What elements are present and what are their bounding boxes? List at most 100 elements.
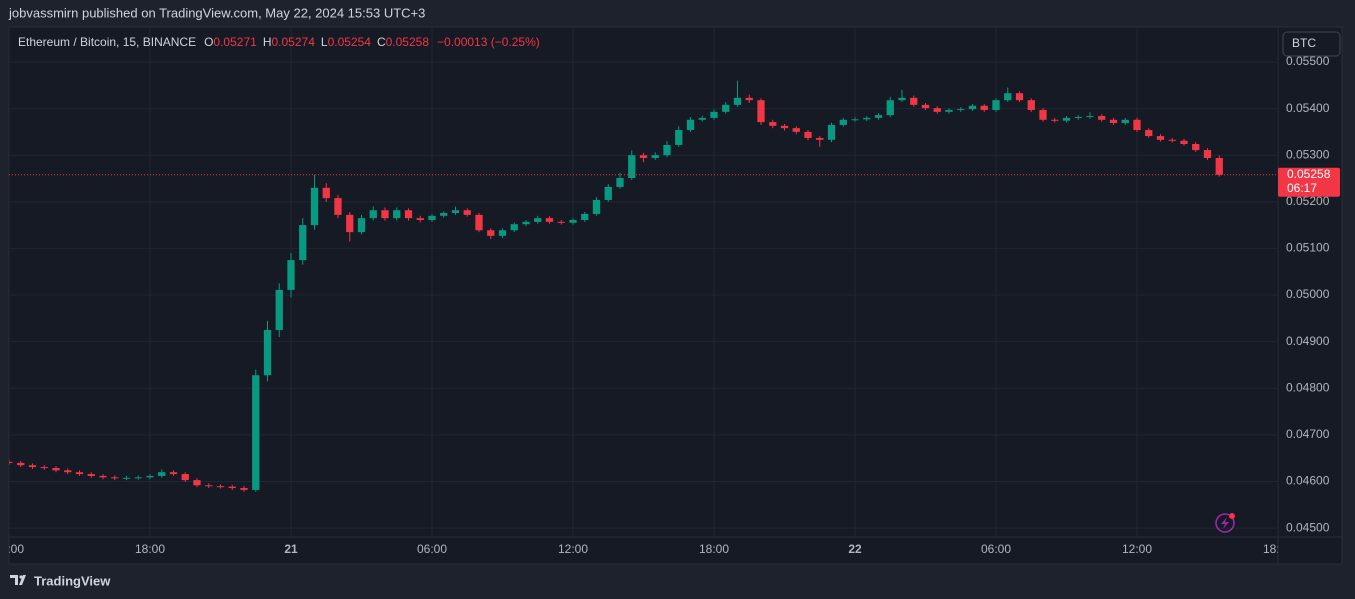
candle-body [886,100,894,116]
candle-body [240,488,248,490]
candle-body [698,117,706,120]
candle-body [1133,119,1141,131]
candle-body [346,214,354,233]
candle-body [169,472,178,475]
candle-body [980,105,988,110]
candle-body [1098,116,1106,120]
candle-body [745,97,753,101]
candle-body [957,109,965,111]
candle-body [369,210,377,219]
candle-body [1156,136,1165,140]
candle-body [428,215,436,220]
candle-body [592,199,601,214]
last-price-label: 0.05258 [1287,167,1331,181]
candle-body [475,214,483,231]
candle-body [639,155,648,158]
candle-body [463,210,471,215]
candle-body [252,375,260,490]
currency-label[interactable]: BTC [1292,36,1316,50]
candle-body [581,213,589,220]
legend-ohlc-value: 0.05274 [271,35,315,49]
candle-body [675,130,683,145]
candle-body [604,186,612,200]
candle-body [1180,140,1188,145]
y-tick-label: 0.04800 [1286,380,1330,394]
candle-body [64,470,72,473]
lightning-icon[interactable] [1215,513,1235,533]
candle-body [1121,119,1129,124]
candle-body [651,155,659,158]
candle-body [663,144,671,156]
x-tick-label: 12:00 [0,542,24,556]
footer-logo [10,575,26,585]
legend-ohlc-label: L [321,35,328,49]
candle-body [404,210,413,219]
candle-body [440,213,448,216]
attribution: jobvassmirn published on TradingView.com… [8,5,425,20]
candle-body [52,468,60,471]
legend-symbol: Ethereum / Bitcoin, 15, BINANCE [18,35,196,49]
candle-body [851,119,859,121]
candle-body [416,218,424,220]
candle-body [75,472,84,475]
x-tick-label: 22 [848,542,862,556]
legend-ohlc-label: C [377,35,386,49]
candle-body [968,105,977,110]
candle-body [1051,119,1059,121]
legend-change: −0.00013 (−0.25%) [437,35,540,49]
last-price-box [1278,167,1340,197]
x-tick-label: 06:00 [417,542,447,556]
candle-body [393,210,401,219]
candle-body [1062,117,1071,121]
candle-body [722,104,730,112]
candle-body [1168,139,1176,141]
y-tick-label: 0.05200 [1286,194,1330,208]
candle-body [992,100,1000,110]
candle-body [933,108,941,112]
legend-ohlc-value: 0.05258 [386,35,430,49]
legend: Ethereum / Bitcoin, 15, BINANCE O0.05271 H… [18,35,540,49]
candle-body [334,198,342,215]
candle-body [487,230,495,236]
x-tick-label: 06:00 [981,542,1011,556]
candle-body [534,218,542,222]
y-tick-label: 0.05300 [1286,147,1330,161]
legend-ohlc-value: 0.05254 [328,35,372,49]
candle-body [827,124,836,140]
y-tick-label: 0.05100 [1286,241,1330,255]
candle-body [275,289,283,331]
x-tick-label: 12:00 [1122,542,1152,556]
candle-body [921,104,930,109]
candle-body [357,218,366,233]
candle-body [1192,144,1200,151]
currency-button[interactable] [1282,31,1341,57]
candle-body [769,122,777,126]
candle-body [158,472,166,476]
candle-body [28,465,37,468]
candle-body [792,128,800,132]
candle-body [287,260,295,290]
candle-body [945,109,953,112]
candle-body [686,119,695,131]
candle-body [510,224,518,231]
x-tick-label: 18:00 [1263,542,1293,556]
legend-ohlc-label: O [204,35,213,49]
candle-body [99,475,107,478]
candle-body [1109,119,1118,124]
candle-body [87,474,95,476]
candle-body [228,486,236,489]
candle-body [733,97,742,105]
footer: TradingView [34,573,111,588]
candle-body [1145,130,1153,137]
y-tick-label: 0.05000 [1286,287,1330,301]
y-tick-label: 0.05400 [1286,101,1330,115]
candle-body [1215,157,1223,175]
candle-body [545,218,554,222]
candle-body [322,187,330,199]
candle-body [17,462,25,466]
candle-body [1203,150,1212,158]
legend-ohlc-value: 0.05271 [213,35,257,49]
y-tick-label: 0.05500 [1286,54,1330,68]
candle-body [310,187,319,226]
